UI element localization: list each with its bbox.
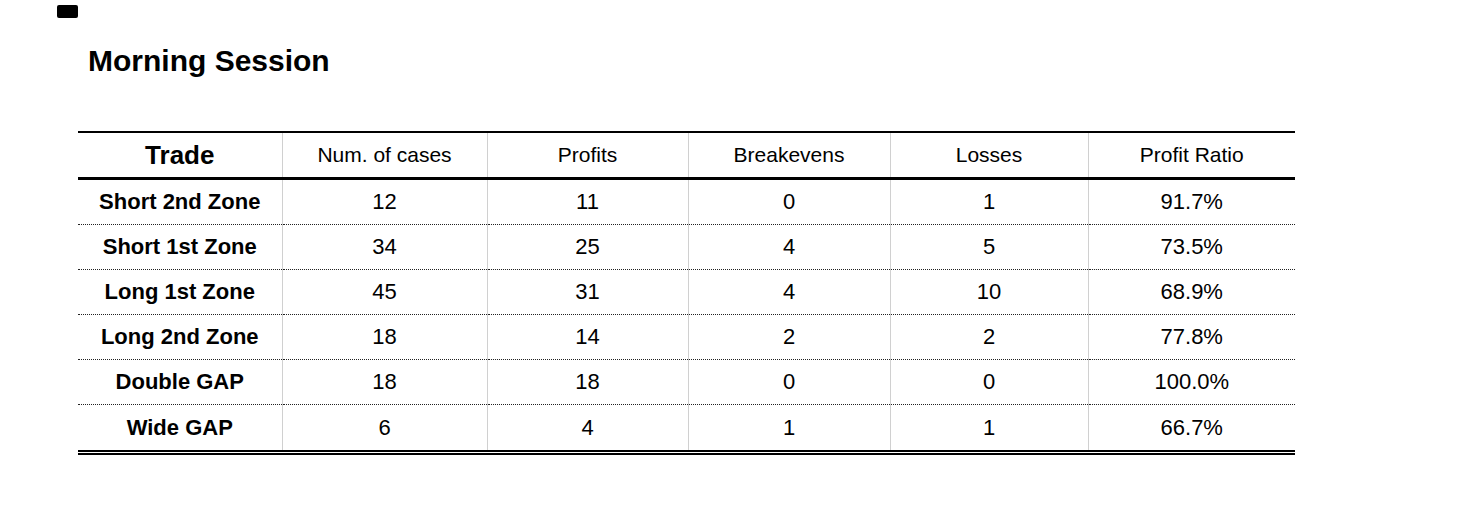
cell-trade: Wide GAP xyxy=(78,405,282,451)
cell-cases: 18 xyxy=(282,315,487,360)
cell-losses: 0 xyxy=(890,360,1088,405)
cell-cases: 6 xyxy=(282,405,487,451)
cell-breakevens: 0 xyxy=(688,179,890,225)
column-header-trade: Trade xyxy=(78,132,282,179)
column-header-num-of-cases: Num. of cases xyxy=(282,132,487,179)
cell-breakevens: 0 xyxy=(688,360,890,405)
cell-losses: 10 xyxy=(890,270,1088,315)
cell-profits: 4 xyxy=(487,405,688,451)
cell-breakevens: 1 xyxy=(688,405,890,451)
table-row: Long 1st Zone 45 31 4 10 68.9% xyxy=(78,270,1295,315)
table-row: Short 2nd Zone 12 11 0 1 91.7% xyxy=(78,179,1295,225)
table-row: Wide GAP 6 4 1 1 66.7% xyxy=(78,405,1295,451)
header-row: Trade Num. of cases Profits Breakevens L… xyxy=(78,132,1295,179)
cell-breakevens: 4 xyxy=(688,225,890,270)
cell-cases: 45 xyxy=(282,270,487,315)
cell-trade: Double GAP xyxy=(78,360,282,405)
cell-losses: 2 xyxy=(890,315,1088,360)
cell-profit-ratio: 66.7% xyxy=(1088,405,1295,451)
cell-losses: 1 xyxy=(890,405,1088,451)
table-row: Long 2nd Zone 18 14 2 2 77.8% xyxy=(78,315,1295,360)
corner-artifact-mark xyxy=(57,5,78,18)
page-title: Morning Session xyxy=(88,44,330,78)
table-row: Double GAP 18 18 0 0 100.0% xyxy=(78,360,1295,405)
cell-trade: Short 1st Zone xyxy=(78,225,282,270)
cell-profit-ratio: 68.9% xyxy=(1088,270,1295,315)
cell-breakevens: 2 xyxy=(688,315,890,360)
cell-profit-ratio: 91.7% xyxy=(1088,179,1295,225)
cell-profits: 14 xyxy=(487,315,688,360)
column-header-breakevens: Breakevens xyxy=(688,132,890,179)
cell-trade: Long 1st Zone xyxy=(78,270,282,315)
column-header-profits: Profits xyxy=(487,132,688,179)
cell-profit-ratio: 100.0% xyxy=(1088,360,1295,405)
cell-cases: 18 xyxy=(282,360,487,405)
cell-profit-ratio: 73.5% xyxy=(1088,225,1295,270)
cell-profits: 18 xyxy=(487,360,688,405)
cell-profits: 31 xyxy=(487,270,688,315)
cell-cases: 12 xyxy=(282,179,487,225)
cell-losses: 1 xyxy=(890,179,1088,225)
table-row: Short 1st Zone 34 25 4 5 73.5% xyxy=(78,225,1295,270)
session-table: Trade Num. of cases Profits Breakevens L… xyxy=(78,131,1295,450)
cell-profits: 25 xyxy=(487,225,688,270)
cell-trade: Short 2nd Zone xyxy=(78,179,282,225)
cell-losses: 5 xyxy=(890,225,1088,270)
cell-profit-ratio: 77.8% xyxy=(1088,315,1295,360)
cell-trade: Long 2nd Zone xyxy=(78,315,282,360)
cell-profits: 11 xyxy=(487,179,688,225)
column-header-losses: Losses xyxy=(890,132,1088,179)
cell-cases: 34 xyxy=(282,225,487,270)
cell-breakevens: 4 xyxy=(688,270,890,315)
column-header-profit-ratio: Profit Ratio xyxy=(1088,132,1295,179)
session-table-container: Trade Num. of cases Profits Breakevens L… xyxy=(78,131,1295,455)
